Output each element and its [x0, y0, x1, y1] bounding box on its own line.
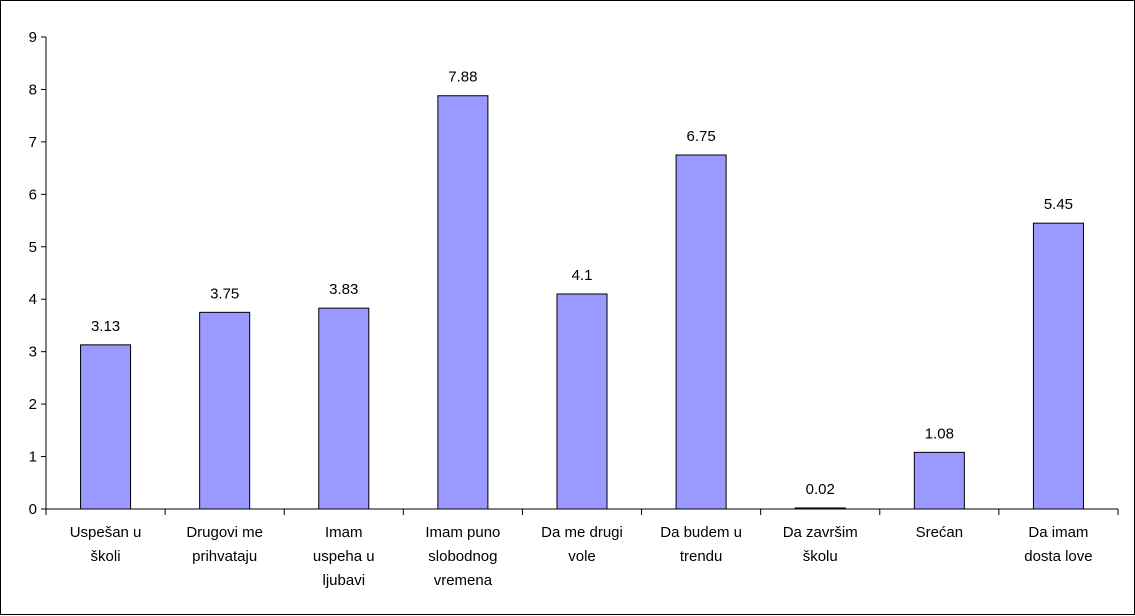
bar — [437, 95, 489, 510]
data-label: 4.1 — [572, 267, 593, 284]
category-label: Da završim školu — [783, 524, 858, 565]
category-label: Da budem u trendu — [660, 524, 742, 565]
bar — [794, 507, 846, 510]
labels: 0 1 2 3 4 5 6 7 8 9 3.13 Uspešan u školi 3.75 Drugovi … — [29, 29, 1093, 589]
data-label: 6.75 — [687, 128, 716, 145]
bar — [1032, 222, 1084, 510]
category-label: Imam puno slobodnog vremena — [425, 524, 500, 589]
category-label: Uspešan u školi — [70, 524, 142, 565]
category-label: Drugovi me prihvataju — [186, 524, 263, 565]
y-tick-label: 4 — [29, 291, 37, 308]
data-label: 0.02 — [806, 481, 835, 498]
bar — [199, 311, 251, 510]
category-label: Da imam dosta love — [1024, 524, 1092, 565]
y-tick-label: 0 — [29, 501, 37, 518]
bar — [318, 307, 370, 510]
y-tick-label: 2 — [29, 396, 37, 413]
bar — [556, 293, 608, 510]
y-tick-label: 8 — [29, 81, 37, 98]
y-tick-label: 3 — [29, 344, 37, 361]
y-tick-label: 5 — [29, 239, 37, 256]
category-label: Imam uspeha u ljubavi — [313, 524, 375, 589]
y-tick-label: 6 — [29, 186, 37, 203]
data-label: 3.83 — [329, 281, 358, 298]
data-label: 5.45 — [1044, 196, 1073, 213]
bars — [80, 95, 1084, 510]
y-tick-label: 1 — [29, 449, 37, 466]
data-label: 7.88 — [448, 69, 477, 86]
y-tick-label: 7 — [29, 134, 37, 151]
bar — [913, 451, 965, 510]
data-label: 3.13 — [91, 318, 120, 335]
bar — [675, 154, 727, 510]
y-tick-label: 9 — [29, 29, 37, 46]
category-label: Da me drugi vole — [541, 524, 623, 565]
category-label: Srećan — [916, 524, 964, 541]
data-label: 3.75 — [210, 285, 239, 302]
data-label: 1.08 — [925, 425, 954, 442]
bar — [80, 344, 132, 510]
